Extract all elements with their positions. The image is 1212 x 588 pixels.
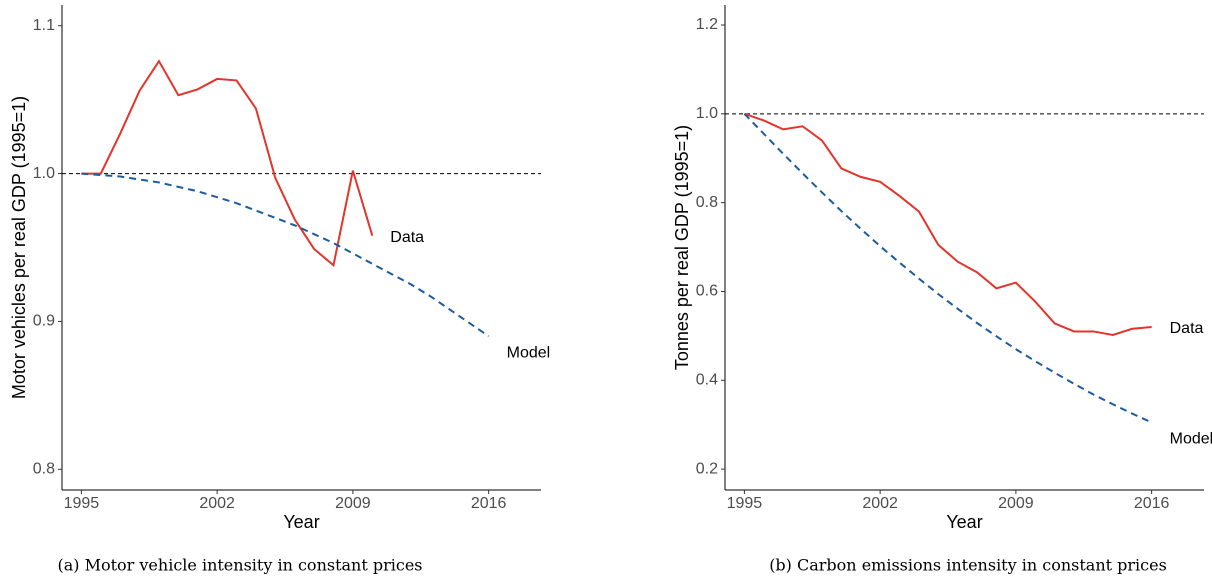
- x-tick-label: 2016: [471, 495, 507, 512]
- series-line: [743, 113, 1153, 424]
- y-tick-label: 0.9: [33, 313, 55, 330]
- y-axis-title: Motor vehicles per real GDP (1995=1): [9, 96, 29, 399]
- series-line: [744, 112, 1152, 337]
- y-tick-label: 1.2: [696, 16, 718, 33]
- y-tick-label: 0.6: [696, 283, 718, 300]
- x-tick-label: 2002: [199, 495, 235, 512]
- x-tick-label: 2009: [335, 495, 371, 512]
- series-label: Data: [1170, 320, 1204, 337]
- caption: (a) Motor vehicle intensity in constant …: [57, 556, 422, 575]
- series-label: Data: [390, 229, 424, 246]
- x-axis-title: Year: [283, 512, 319, 532]
- x-tick-label: 2016: [1134, 495, 1170, 512]
- series-label: Model: [1170, 431, 1212, 448]
- y-axis-title: Tonnes per real GDP (1995=1): [672, 125, 692, 370]
- y-tick-label: 0.8: [696, 194, 718, 211]
- series-line: [81, 172, 490, 338]
- x-tick-label: 1995: [727, 495, 763, 512]
- y-tick-label: 0.8: [33, 461, 55, 478]
- x-tick-label: 2009: [998, 495, 1034, 512]
- y-tick-label: 1.0: [696, 105, 718, 122]
- series-line: [81, 59, 374, 268]
- series-label: Model: [507, 344, 551, 361]
- x-tick-label: 2002: [862, 495, 898, 512]
- x-tick-label: 1995: [64, 495, 100, 512]
- y-tick-label: 1.1: [33, 17, 55, 34]
- y-tick-label: 1.0: [33, 165, 55, 182]
- caption: (b) Carbon emissions intensity in consta…: [769, 556, 1167, 575]
- y-tick-label: 0.4: [696, 372, 718, 389]
- y-tick-label: 0.2: [696, 460, 718, 477]
- x-axis-title: Year: [946, 512, 982, 532]
